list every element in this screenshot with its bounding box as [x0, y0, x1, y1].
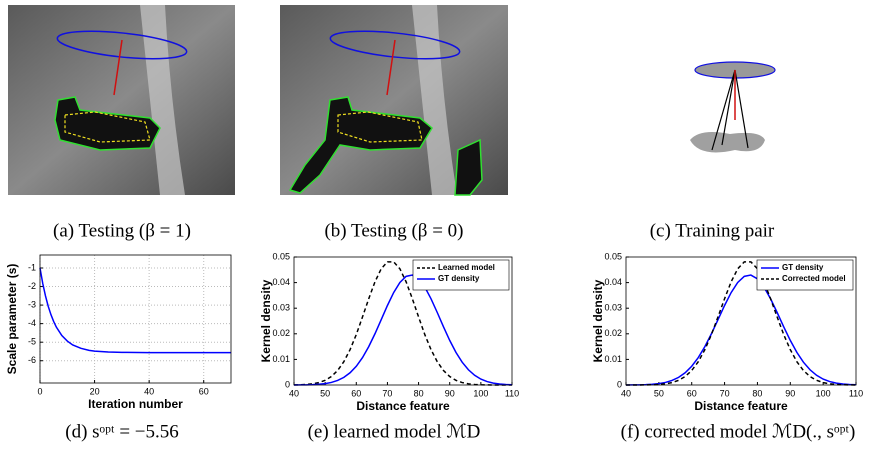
legend-label: GT density — [782, 263, 824, 272]
y-tick-label: 0 — [617, 379, 622, 389]
x-axis-label: Distance feature — [356, 399, 450, 413]
caption: (c) Training pair — [650, 220, 775, 241]
x-tick-label: 70 — [720, 388, 730, 398]
x-tick-label: 100 — [473, 388, 488, 398]
x-tick-label: 60 — [351, 388, 361, 398]
training-pair-diagram — [690, 61, 776, 153]
y-tick-label: 0.04 — [272, 277, 290, 287]
y-tick-label: 0.03 — [604, 303, 622, 313]
mri-image-b — [280, 5, 508, 196]
y-tick-label: -5 — [28, 337, 36, 347]
y-tick-label: 0.05 — [604, 251, 622, 261]
x-tick-label: 70 — [382, 388, 392, 398]
data-line — [293, 274, 513, 386]
y-tick-label: -6 — [28, 355, 36, 365]
x-tick-label: 40 — [621, 388, 631, 398]
caption: (f) corrected model ℳD(., sᵒᵖᵗ) — [621, 421, 856, 442]
x-tick-label: 110 — [505, 388, 519, 398]
caption: (b) Testing (β = 0) — [324, 220, 463, 241]
legend-label: Corrected model — [782, 274, 846, 283]
legend-label: GT density — [438, 274, 480, 283]
y-tick-label: -2 — [28, 281, 36, 291]
x-tick-label: 90 — [445, 388, 455, 398]
x-tick-label: 110 — [849, 388, 863, 398]
x-tick-label: 20 — [90, 386, 100, 396]
data-line — [625, 274, 857, 386]
data-line — [625, 261, 857, 386]
y-tick-label: 0.02 — [604, 328, 622, 338]
caption: (d) sᵒᵖᵗ = −5.56 — [65, 421, 179, 442]
plot-frame — [625, 256, 857, 386]
plot-frame — [293, 256, 513, 386]
x-tick-label: 50 — [320, 388, 330, 398]
x-tick-label: 80 — [752, 388, 762, 398]
x-tick-label: 50 — [654, 388, 664, 398]
x-tick-label: 40 — [289, 388, 299, 398]
legend-box — [756, 259, 854, 291]
x-axis-label: Distance feature — [694, 399, 788, 413]
data-line — [293, 261, 512, 386]
y-tick-label: 0.04 — [604, 277, 622, 287]
y-tick-label: -3 — [28, 299, 36, 309]
data-line — [39, 267, 231, 354]
caption: (e) learned model ℳD — [308, 421, 481, 442]
y-tick-label: 0.03 — [272, 303, 290, 313]
y-tick-label: 0.02 — [272, 328, 290, 338]
plot-frame — [39, 254, 232, 384]
x-tick-label: 100 — [816, 388, 831, 398]
y-axis-label: Scale parameter (s) — [5, 264, 19, 375]
y-tick-label: -4 — [28, 318, 36, 328]
y-tick-label: -1 — [28, 262, 36, 272]
y-axis-label: Kernel density — [259, 279, 273, 362]
x-axis-label: Iteration number — [88, 397, 183, 411]
x-tick-label: 60 — [199, 386, 209, 396]
x-tick-label: 40 — [144, 386, 154, 396]
plot-area — [40, 255, 231, 383]
y-tick-label: 0 — [285, 379, 290, 389]
legend-label: Learned model — [438, 263, 495, 272]
y-tick-label: 0.01 — [604, 354, 622, 364]
legend-box — [412, 259, 510, 291]
y-tick-label: 0.01 — [272, 354, 290, 364]
mri-image-a — [8, 5, 235, 195]
x-tick-label: 0 — [37, 386, 42, 396]
x-tick-label: 90 — [785, 388, 795, 398]
x-tick-label: 80 — [414, 388, 424, 398]
y-axis-label: Kernel density — [591, 279, 605, 362]
y-tick-label: 0.05 — [272, 251, 290, 261]
caption: (a) Testing (β = 1) — [53, 220, 191, 241]
x-tick-label: 60 — [687, 388, 697, 398]
